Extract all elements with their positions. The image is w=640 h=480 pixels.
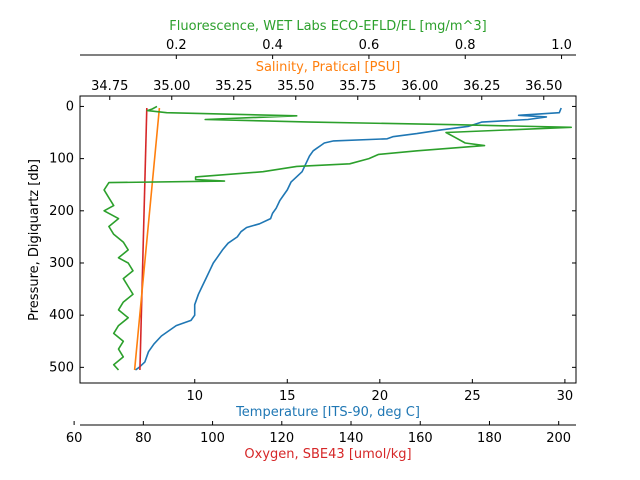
fluorescence-tick-label: 0.4 xyxy=(262,38,283,53)
temperature-tick-label: 20 xyxy=(372,389,389,404)
oxygen-tick-label: 180 xyxy=(477,431,502,446)
oxygen-tick-label: 200 xyxy=(546,431,571,446)
salinity-tick-label: 36.25 xyxy=(463,79,500,94)
pressure-axis-label: Pressure, Digiquartz [db] xyxy=(27,159,42,321)
salinity-tick-label: 35.00 xyxy=(153,79,190,94)
fluorescence-tick-label: 0.8 xyxy=(455,38,476,53)
salinity-axis-label: Salinity, Pratical [PSU] xyxy=(256,60,401,75)
pressure-tick-label: 500 xyxy=(49,360,74,375)
temperature-tick-label: 10 xyxy=(186,389,203,404)
temperature-axis-label: Temperature [ITS-90, deg C] xyxy=(235,405,420,420)
pressure-tick-label: 200 xyxy=(49,204,74,219)
oxygen-tick-label: 80 xyxy=(135,431,152,446)
fluorescence-axis-label: Fluorescence, WET Labs ECO-EFLD/FL [mg/m… xyxy=(169,19,486,34)
pressure-tick-label: 300 xyxy=(49,256,74,271)
pressure-tick-label: 100 xyxy=(49,152,74,167)
salinity-profile-line xyxy=(133,107,161,371)
oxygen-tick-label: 100 xyxy=(200,431,225,446)
salinity-tick-label: 34.75 xyxy=(91,79,128,94)
fluorescence-profile-line xyxy=(103,105,572,371)
oxygen-profile-line xyxy=(139,107,148,371)
oxygen-tick-label: 60 xyxy=(66,431,83,446)
pressure-tick-label: 0 xyxy=(66,99,74,114)
oxygen-tick-label: 120 xyxy=(269,431,294,446)
fluorescence-tick-label: 1.0 xyxy=(551,38,572,53)
series-layer xyxy=(103,105,572,371)
oxygen-tick-label: 160 xyxy=(408,431,433,446)
fluorescence-tick-label: 0.6 xyxy=(359,38,380,53)
fluorescence-tick-label: 0.2 xyxy=(166,38,187,53)
ticks-layer: 0 100 200 300 400 500 10 15 20 25 30 60 80 100 120 140 1… xyxy=(49,38,576,446)
oxygen-tick-label: 140 xyxy=(339,431,364,446)
salinity-tick-label: 35.50 xyxy=(277,79,314,94)
temperature-tick-label: 30 xyxy=(557,389,574,404)
salinity-tick-label: 35.25 xyxy=(215,79,252,94)
salinity-tick-label: 36.00 xyxy=(401,79,438,94)
temperature-profile-line xyxy=(135,107,562,371)
salinity-tick-label: 35.75 xyxy=(339,79,376,94)
temperature-tick-label: 15 xyxy=(279,389,296,404)
plot-frame xyxy=(79,95,577,384)
temperature-tick-label: 25 xyxy=(464,389,481,404)
salinity-tick-label: 36.50 xyxy=(525,79,562,94)
pressure-tick-label: 400 xyxy=(49,308,74,323)
oxygen-axis-label: Oxygen, SBE43 [umol/kg] xyxy=(244,447,411,462)
